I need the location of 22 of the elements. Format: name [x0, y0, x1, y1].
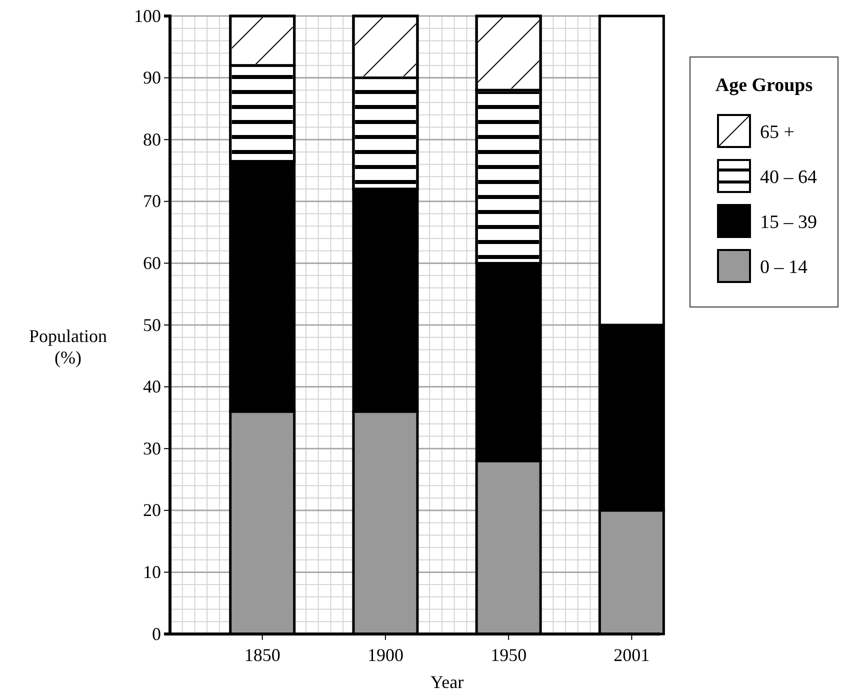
y-tick-label: 70 [143, 191, 161, 212]
x-tick-label: 1900 [367, 645, 404, 665]
y-tick-label: 10 [143, 562, 161, 582]
y-tick-label: 80 [143, 129, 161, 150]
y-tick-label: 50 [143, 314, 161, 335]
legend-label: 0 – 14 [760, 257, 808, 278]
x-tick-label: 1950 [490, 645, 527, 665]
x-tick-label: 2001 [614, 645, 650, 665]
legend-label: 40 – 64 [760, 167, 818, 188]
legend-title: Age Groups [715, 75, 813, 96]
legend-label: 65 + [760, 122, 794, 143]
y-tick-label: 0 [152, 624, 161, 644]
x-tick-label: 1850 [244, 645, 280, 665]
x-axis-title: Year [430, 672, 464, 692]
y-tick-label: 20 [143, 500, 161, 520]
y-tick-label: 100 [134, 6, 161, 26]
y-tick-label: 40 [143, 376, 161, 397]
y-tick-label: 60 [143, 252, 161, 273]
y-tick-label: 90 [143, 68, 161, 88]
y-axis-title: Population (%) [28, 326, 108, 368]
y-tick-label: 30 [143, 438, 161, 458]
legend-label: 15 – 39 [760, 212, 817, 233]
